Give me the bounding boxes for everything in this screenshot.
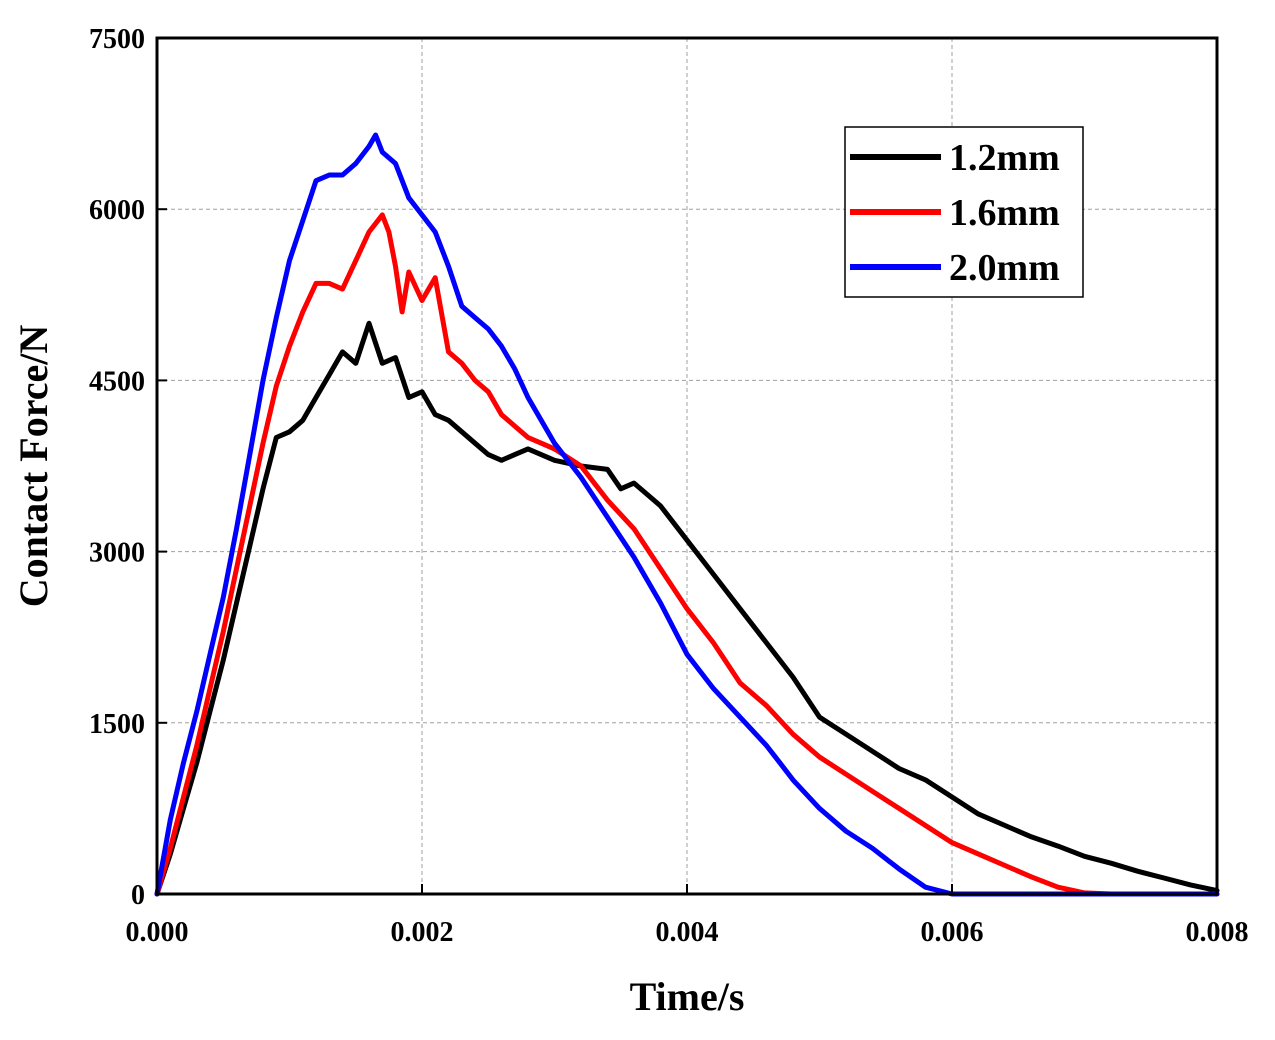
x-tick-label: 0.002	[391, 917, 454, 948]
y-axis-ticks: 0 1500 3000 4500 6000 7500	[89, 24, 167, 911]
x-axis-title: Time/s	[630, 974, 745, 1019]
y-tick-label: 0	[131, 880, 145, 911]
y-tick-label: 7500	[89, 24, 145, 55]
y-tick-label: 6000	[89, 195, 145, 226]
x-tick-label: 0.008	[1186, 917, 1249, 948]
y-tick-label: 4500	[89, 366, 145, 397]
x-axis-ticks: 0.000 0.002 0.004 0.006 0.008	[126, 884, 1249, 948]
series-line-1	[154, 212, 1220, 897]
y-axis-title: Contact Force/N	[11, 325, 56, 608]
x-tick-label: 0.000	[126, 917, 189, 948]
legend-label-0: 1.2mm	[949, 137, 1060, 179]
x-tick-label: 0.004	[656, 917, 719, 948]
legend-label-2: 2.0mm	[949, 247, 1060, 289]
x-tick-label: 0.006	[921, 917, 984, 948]
legend: 1.2mm 1.6mm 2.0mm	[844, 126, 1084, 298]
y-tick-label: 3000	[89, 538, 145, 569]
legend-label-1: 1.6mm	[949, 192, 1060, 234]
series-line-0	[154, 320, 1220, 897]
y-tick-label: 1500	[89, 709, 145, 740]
